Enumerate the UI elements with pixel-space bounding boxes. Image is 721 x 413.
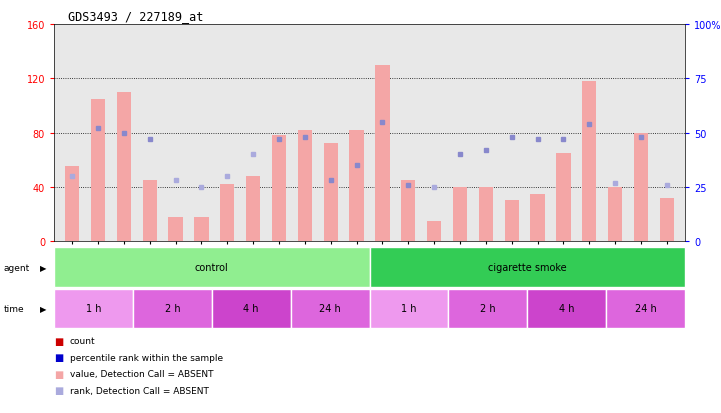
Bar: [220, 185, 234, 242]
Bar: [369, 289, 448, 328]
Bar: [143, 180, 157, 242]
Bar: [117, 93, 131, 242]
Text: cigarette smoke: cigarette smoke: [488, 262, 567, 273]
Bar: [448, 289, 527, 328]
Bar: [427, 221, 441, 242]
Bar: [272, 136, 286, 242]
Bar: [531, 194, 544, 242]
Bar: [212, 289, 291, 328]
Text: ■: ■: [54, 369, 63, 379]
Text: ■: ■: [54, 385, 63, 395]
Bar: [660, 198, 674, 242]
Bar: [91, 99, 105, 242]
Bar: [350, 131, 363, 242]
Text: 2 h: 2 h: [164, 304, 180, 314]
Text: ▶: ▶: [40, 304, 47, 313]
Text: ■: ■: [54, 336, 63, 346]
Bar: [606, 289, 685, 328]
Bar: [479, 188, 493, 242]
Bar: [65, 167, 79, 242]
Text: 4 h: 4 h: [244, 304, 259, 314]
Bar: [169, 217, 182, 242]
Bar: [369, 248, 685, 287]
Bar: [54, 289, 133, 328]
Bar: [298, 131, 312, 242]
Bar: [527, 289, 606, 328]
Bar: [453, 188, 467, 242]
Text: 24 h: 24 h: [634, 304, 656, 314]
Text: time: time: [4, 304, 25, 313]
Text: count: count: [70, 336, 96, 345]
Bar: [608, 188, 622, 242]
Bar: [582, 82, 596, 242]
Text: ■: ■: [54, 352, 63, 362]
Bar: [291, 289, 369, 328]
Text: 1 h: 1 h: [86, 304, 101, 314]
Text: 4 h: 4 h: [559, 304, 575, 314]
Text: control: control: [195, 262, 229, 273]
Bar: [634, 133, 648, 242]
Bar: [376, 65, 389, 242]
Bar: [133, 289, 212, 328]
Text: 24 h: 24 h: [319, 304, 341, 314]
Bar: [324, 144, 338, 242]
Text: value, Detection Call = ABSENT: value, Detection Call = ABSENT: [70, 369, 213, 378]
Bar: [54, 248, 369, 287]
Text: 1 h: 1 h: [401, 304, 417, 314]
Text: 2 h: 2 h: [480, 304, 495, 314]
Bar: [195, 217, 208, 242]
Text: percentile rank within the sample: percentile rank within the sample: [70, 353, 223, 362]
Bar: [557, 154, 570, 242]
Text: GDS3493 / 227189_at: GDS3493 / 227189_at: [68, 10, 204, 23]
Text: rank, Detection Call = ABSENT: rank, Detection Call = ABSENT: [70, 386, 209, 395]
Text: agent: agent: [4, 263, 30, 272]
Text: ▶: ▶: [40, 263, 47, 272]
Bar: [505, 201, 519, 242]
Bar: [401, 180, 415, 242]
Bar: [246, 177, 260, 242]
